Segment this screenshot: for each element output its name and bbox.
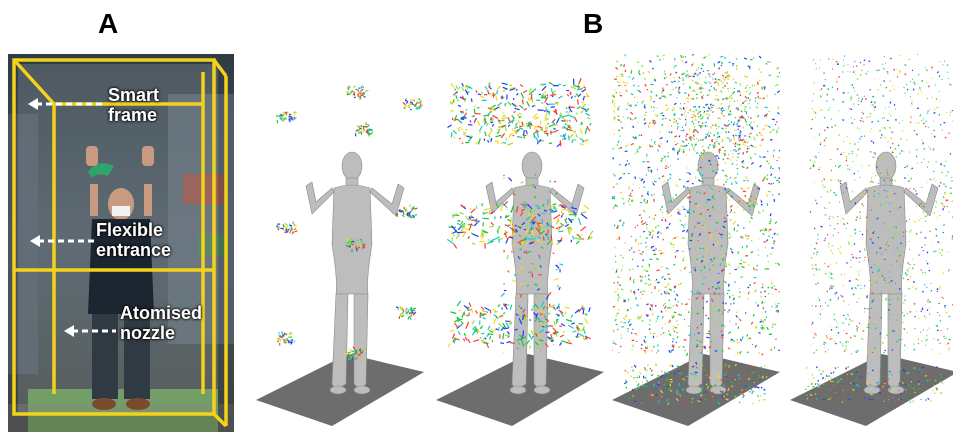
arrow-icon (30, 235, 96, 247)
arrow-icon (64, 325, 116, 337)
spray-puff (275, 221, 298, 235)
booth-photo (8, 54, 234, 432)
spray-cloud (447, 77, 592, 148)
spray-mist (805, 365, 944, 404)
spray-puff (395, 204, 418, 219)
smart-frame (12, 58, 228, 428)
mannequin (661, 151, 761, 395)
mannequin (305, 151, 405, 395)
simulation-frame-3 (612, 54, 780, 426)
spray-mist (809, 54, 953, 355)
spray-cloud (446, 199, 594, 249)
person (86, 146, 154, 410)
spray-mist (671, 72, 753, 156)
simulation-frame-1 (256, 85, 424, 426)
mannequin (485, 151, 585, 395)
spray-puff (402, 97, 424, 111)
panel-b-label: B (583, 8, 604, 39)
spray-puff (354, 122, 374, 137)
spray-puff (276, 111, 297, 124)
spray-puff (344, 346, 367, 361)
callout-smart-frame: Smart frame (108, 85, 160, 125)
simulation-frame-4 (790, 54, 953, 426)
panel-a-label: A (98, 8, 119, 39)
spray-puff (276, 331, 296, 346)
mannequin (839, 151, 939, 395)
simulation-frame-2 (436, 77, 604, 426)
callout-flexible-entrance: Flexible entrance (96, 220, 172, 260)
arrow-icon (28, 98, 104, 110)
spray-cloud (500, 174, 564, 353)
callout-atomised-nozzle: Atomised nozzle (120, 303, 203, 343)
spray-puff (395, 305, 417, 321)
spray-mist (623, 361, 768, 406)
spray-puff (344, 237, 366, 253)
spray-puff (346, 85, 369, 100)
spray-mist (612, 54, 780, 357)
